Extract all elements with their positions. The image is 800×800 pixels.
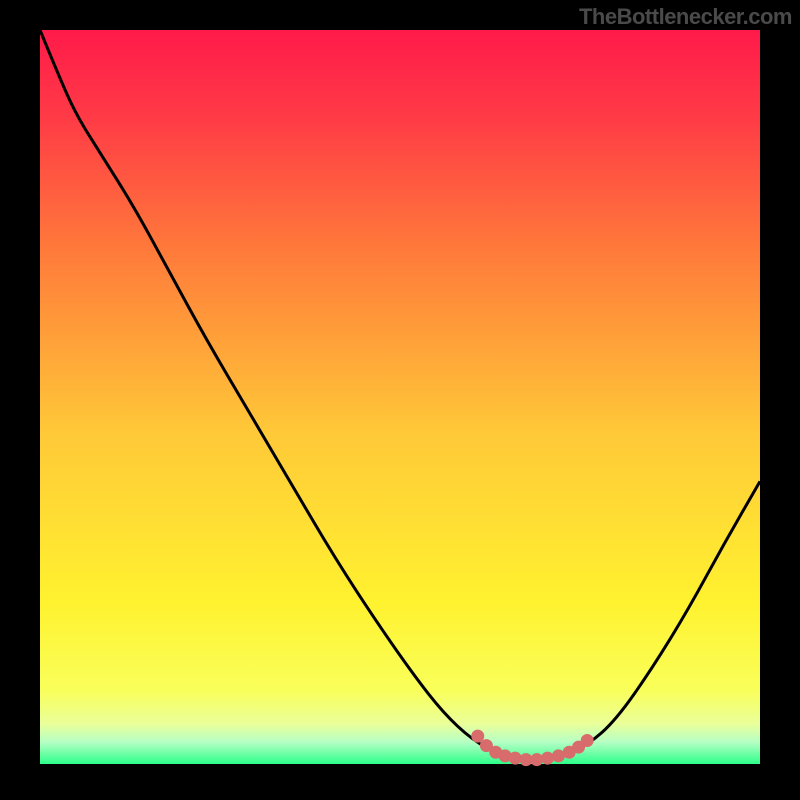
marker-dot bbox=[541, 752, 554, 765]
bottleneck-curve-chart bbox=[0, 0, 800, 800]
marker-dot bbox=[581, 734, 594, 747]
chart-wrapper: TheBottlenecker.com bbox=[0, 0, 800, 800]
watermark-text: TheBottlenecker.com bbox=[579, 4, 792, 30]
